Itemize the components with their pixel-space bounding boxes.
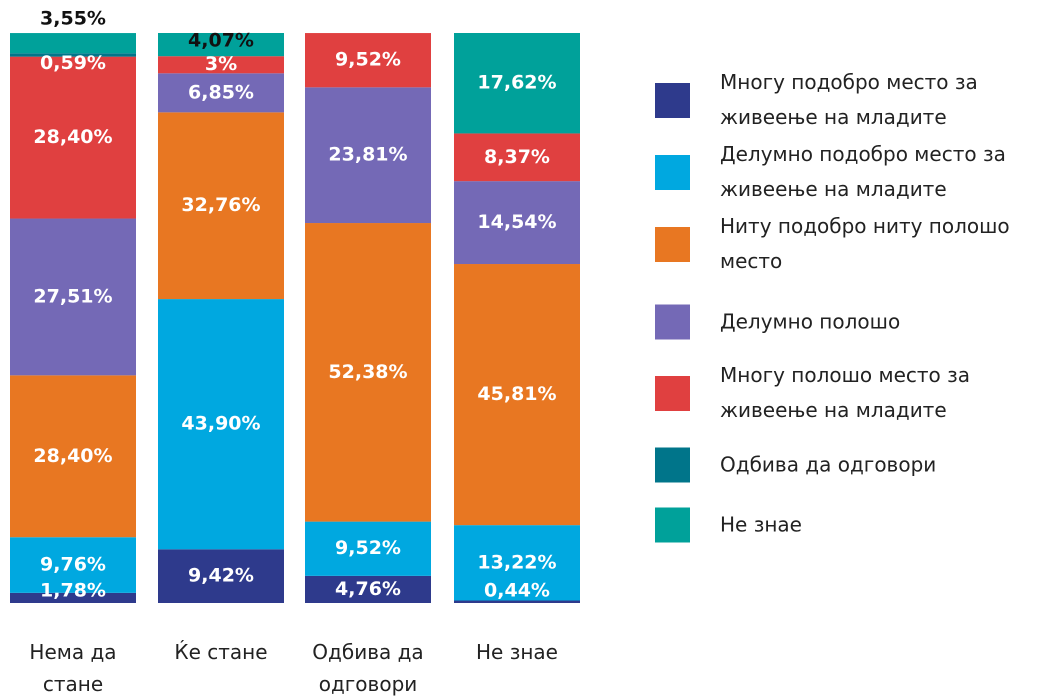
value-label: 1,78% xyxy=(40,580,106,602)
legend-swatch xyxy=(655,226,690,262)
legend-label: Многу полошо место за живеење на младите xyxy=(720,363,971,422)
value-label: 8,37% xyxy=(484,146,550,168)
value-label: 3% xyxy=(205,53,237,75)
value-label: 6,85% xyxy=(188,81,254,103)
bar-segment xyxy=(158,73,284,113)
legend-swatch xyxy=(655,154,690,190)
bar-segment xyxy=(305,33,431,88)
bar-segment xyxy=(454,525,580,601)
legend-item: Ниту подобро ниту полошо место xyxy=(655,209,1052,279)
legend-label: Не знае xyxy=(720,512,802,537)
value-label: 9,42% xyxy=(188,565,254,587)
bar-segment xyxy=(454,600,580,603)
legend-item: Многу полошо место за живеење на младите xyxy=(655,358,1052,428)
value-label: 27,51% xyxy=(33,285,112,307)
bar-segment xyxy=(454,181,580,265)
value-label: 9,52% xyxy=(335,537,401,559)
value-label: 0,44% xyxy=(484,580,550,602)
legend-swatch xyxy=(655,447,690,483)
bar-segment xyxy=(158,299,284,550)
value-label: 3,55% xyxy=(40,8,106,30)
legend-label: Ниту подобро ниту полошо место xyxy=(720,214,1010,273)
bar-segment xyxy=(10,218,136,376)
value-label: 23,81% xyxy=(328,144,407,166)
value-label: 0,59% xyxy=(40,52,106,74)
value-label: 28,40% xyxy=(33,126,112,148)
bar-segment xyxy=(158,549,284,603)
category-label: Одбива да одговори xyxy=(312,640,424,696)
value-label: 17,62% xyxy=(477,72,556,94)
bar-segment xyxy=(454,33,580,134)
legend-label: Многу подобро место за живеење на младит… xyxy=(720,70,978,129)
bar-segment xyxy=(10,592,136,603)
bar-segment xyxy=(10,56,136,219)
legend-item: Многу подобро место за живеење на младит… xyxy=(655,65,1052,135)
legend-swatch xyxy=(655,375,690,411)
value-label: 9,76% xyxy=(40,554,106,576)
value-label: 32,76% xyxy=(181,194,260,216)
legend-label: Делумно полошо xyxy=(720,309,901,334)
bar-segment xyxy=(158,112,284,300)
value-label: 52,38% xyxy=(328,361,407,383)
value-label: 4,07% xyxy=(188,30,254,52)
bar-segment xyxy=(10,33,136,54)
bar-segment xyxy=(454,264,580,526)
category-label: Ќе стане xyxy=(174,640,268,664)
legend-item: Делумно полошо xyxy=(655,304,1052,340)
bar-segment xyxy=(305,223,431,522)
legend-item: Делумно подобро место за живеење на млад… xyxy=(655,137,1052,207)
value-label: 43,90% xyxy=(181,413,260,435)
category-label: Не знае xyxy=(476,640,558,664)
legend-swatch xyxy=(655,507,690,543)
bar-segment xyxy=(454,133,580,182)
bar-segment xyxy=(10,537,136,593)
bar-segment xyxy=(305,87,431,224)
legend-item: Одбива да одговори xyxy=(655,447,1052,483)
bar-segment xyxy=(10,375,136,538)
value-label: 28,40% xyxy=(33,445,112,467)
value-label: 4,76% xyxy=(335,578,401,600)
bar-segment xyxy=(305,521,431,576)
value-label: 9,52% xyxy=(335,49,401,71)
bar-segment xyxy=(10,53,136,57)
category-label: Нема да стане xyxy=(29,640,117,696)
value-label: 45,81% xyxy=(477,383,556,405)
legend-item: Не знае xyxy=(655,507,1052,543)
chart: 1,78% 9,76% 28,40% 27,51% 28,40% 0,59% 3,55% 9,… xyxy=(10,8,580,603)
bar-segment xyxy=(158,56,284,74)
legend-label: Делумно подобро место за живеење на млад… xyxy=(720,142,1006,201)
value-label: 14,54% xyxy=(477,211,556,233)
bar-segment xyxy=(305,575,431,603)
legend-swatch xyxy=(655,304,690,340)
legend-label: Одбива да одговори xyxy=(720,452,937,477)
legend-swatch xyxy=(655,82,690,118)
value-label: 13,22% xyxy=(477,551,556,573)
bar-segment xyxy=(158,33,284,57)
